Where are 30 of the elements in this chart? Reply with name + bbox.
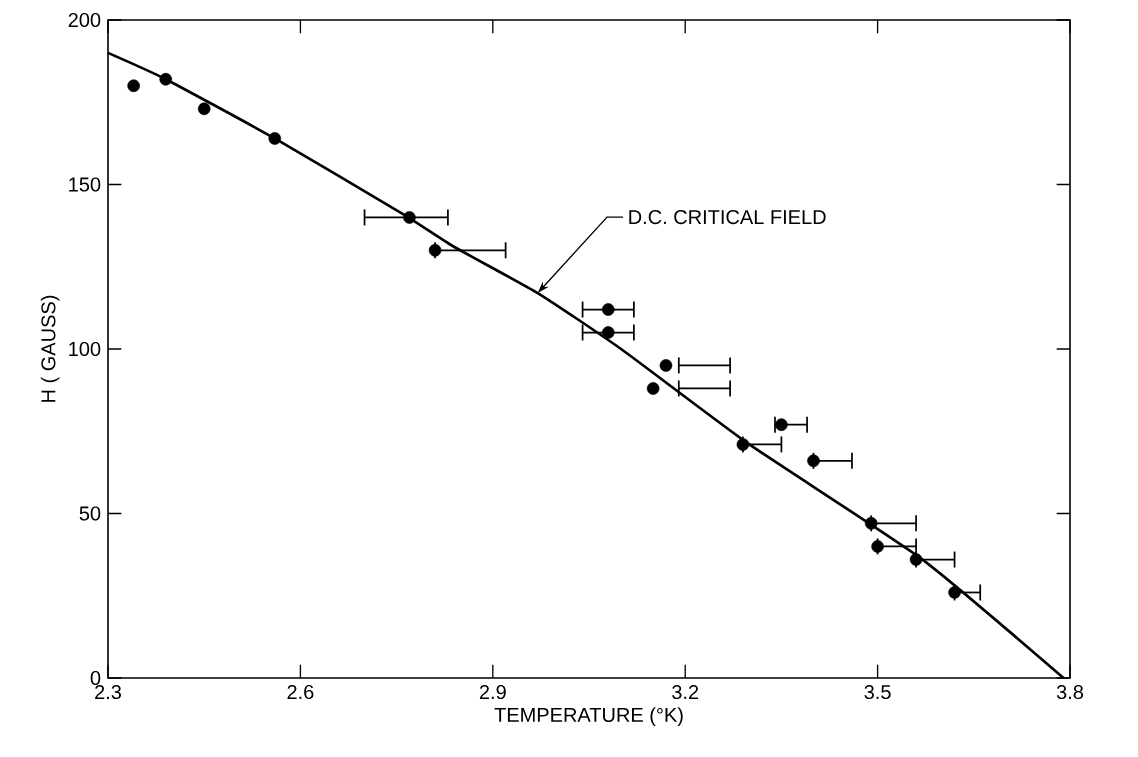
point xyxy=(646,382,660,395)
point xyxy=(775,418,788,431)
x-axis-title: TEMPERATURE (°K) xyxy=(494,707,683,726)
point xyxy=(268,132,282,145)
point xyxy=(659,359,673,372)
x-tick-label: 3.2 xyxy=(672,684,699,700)
point xyxy=(601,303,615,316)
point xyxy=(428,244,442,257)
y-tick-label: 50 xyxy=(79,506,101,521)
y-tick-label: 100 xyxy=(69,341,101,357)
y-tick-label: 200 xyxy=(68,12,101,28)
x-tick-label: 2.9 xyxy=(479,684,506,700)
y-tick-label: 0 xyxy=(90,670,101,686)
point xyxy=(871,540,884,553)
point xyxy=(197,102,211,116)
x-tick-label: 2.6 xyxy=(287,684,314,700)
x-tick-label: 2.3 xyxy=(95,684,122,700)
point xyxy=(864,517,878,530)
point xyxy=(601,326,615,339)
y-axis-title: H ( GAUSS) xyxy=(40,295,60,402)
point xyxy=(159,72,172,86)
y-tick-label: 150 xyxy=(69,177,101,192)
point xyxy=(736,438,750,451)
point xyxy=(127,79,140,93)
point xyxy=(403,211,416,224)
x-tick-label: 3.5 xyxy=(864,684,891,700)
annotation: D.C. CRITICAL FIELD xyxy=(629,209,826,225)
x-tick-label: 3.8 xyxy=(1056,684,1084,700)
point xyxy=(948,586,961,599)
point xyxy=(807,454,820,468)
